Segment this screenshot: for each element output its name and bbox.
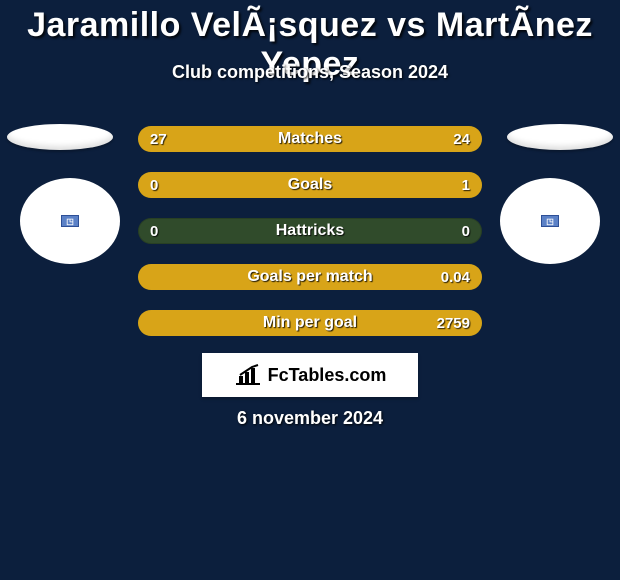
player-badge-right: ◳ [500, 178, 600, 264]
stat-row: 01Goals [138, 172, 482, 198]
subtitle: Club competitions, Season 2024 [0, 62, 620, 83]
comparison-infographic: Jaramillo VelÃ¡squez vs MartÃnez Yepez C… [0, 0, 620, 580]
brand-box: FcTables.com [202, 353, 418, 397]
stat-label: Hattricks [138, 218, 482, 244]
stat-row: 2759Min per goal [138, 310, 482, 336]
bar-chart-icon [234, 364, 262, 386]
player-badge-left: ◳ [20, 178, 120, 264]
stat-label: Goals per match [138, 264, 482, 290]
stat-row: 2724Matches [138, 126, 482, 152]
stat-bars: 2724Matches 01Goals 00Hattricks 0.04Goals p… [138, 126, 482, 356]
flag-right [507, 124, 613, 150]
stat-row: 0.04Goals per match [138, 264, 482, 290]
stat-row: 00Hattricks [138, 218, 482, 244]
flag-left [7, 124, 113, 150]
stat-label: Matches [138, 126, 482, 152]
stat-label: Goals [138, 172, 482, 198]
brand-text: FcTables.com [268, 365, 387, 386]
badge-glyph-left: ◳ [61, 215, 79, 227]
date-caption: 6 november 2024 [0, 408, 620, 429]
stat-label: Min per goal [138, 310, 482, 336]
badge-glyph-right: ◳ [541, 215, 559, 227]
